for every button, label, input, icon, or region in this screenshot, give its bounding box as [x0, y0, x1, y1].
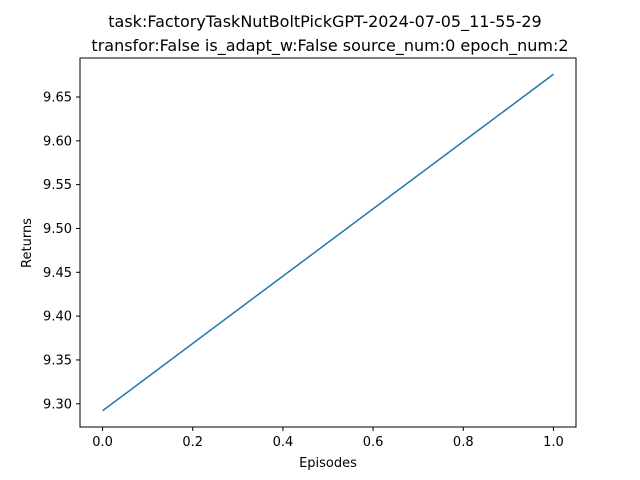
- x-tick-label: 0.6: [363, 435, 384, 450]
- series-line-0: [102, 73, 554, 412]
- x-tick-label: 0.0: [92, 435, 113, 450]
- y-tick-label: 9.35: [43, 353, 72, 368]
- x-tick-label: 1.0: [543, 435, 564, 450]
- x-axis-label: Episodes: [299, 456, 357, 471]
- chart-subtitle: transfor:False is_adapt_w:False source_n…: [91, 36, 568, 56]
- axes-frame: [79, 57, 577, 428]
- y-tick-label: 9.60: [43, 134, 72, 149]
- y-tick-label: 9.45: [43, 266, 72, 281]
- y-axis-label: Returns: [20, 218, 35, 268]
- y-tick-label: 9.55: [43, 178, 72, 193]
- x-tick-label: 0.4: [273, 435, 294, 450]
- y-tick-label: 9.50: [43, 222, 72, 237]
- chart-title: task:FactoryTaskNutBoltPickGPT-2024-07-0…: [108, 12, 541, 32]
- x-tick-label: 0.8: [453, 435, 474, 450]
- y-tick-label: 9.30: [43, 397, 72, 412]
- x-tick-label: 0.2: [182, 435, 203, 450]
- plot-area: [102, 73, 554, 412]
- y-tick-label: 9.65: [43, 91, 72, 106]
- y-tick-label: 9.40: [43, 310, 72, 325]
